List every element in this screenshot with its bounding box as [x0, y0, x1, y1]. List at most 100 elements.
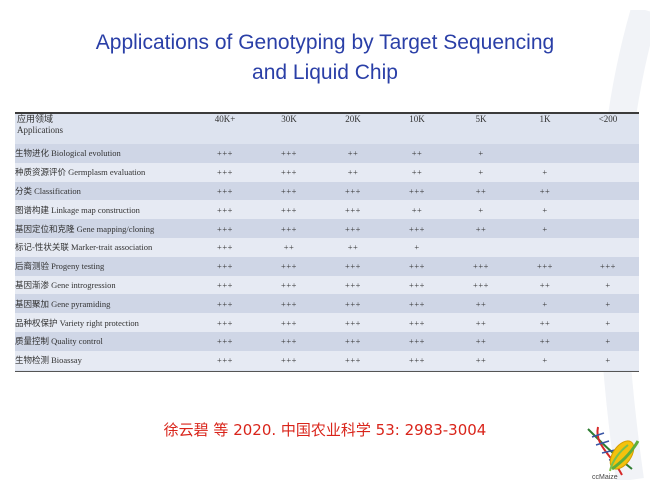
row-label: 分类 Classification: [15, 181, 193, 201]
cell-value: ++: [513, 313, 577, 332]
table-row: 种质资源评价 Germplasm evaluation +++ +++ ++ +…: [15, 162, 639, 182]
cell-value: +++: [385, 313, 449, 332]
cell-value: +++: [193, 219, 257, 238]
cell-value: +++: [193, 331, 257, 351]
table-row: 基因渐渗 Gene introgression +++ +++ +++ +++ …: [15, 275, 639, 295]
cell-value: +++: [385, 256, 449, 276]
cell-value: +++: [321, 181, 385, 201]
cell-value: ++: [449, 313, 513, 332]
cell-value: +++: [321, 219, 385, 238]
row-label: 图谱构建 Linkage map construction: [15, 200, 193, 220]
cell-value: +++: [193, 350, 257, 370]
citation: 徐云碧 等 2020. 中国农业科学 53: 2983-3004: [163, 421, 487, 439]
slide-title-line-1: Applications of Genotyping by Target Seq…: [95, 31, 555, 54]
cell-value: +++: [385, 331, 449, 351]
cell-value: [577, 219, 639, 238]
cell-value: +++: [321, 256, 385, 276]
cell-value: +: [577, 350, 639, 370]
table-row: 生物检测 Bioassay +++ +++ +++ +++ ++ + +: [15, 350, 639, 370]
slide-title: Applications of Genotyping by Target Seq…: [0, 28, 650, 88]
row-label: 质量控制 Quality control: [15, 331, 193, 351]
header-col-10k: 10K: [409, 114, 425, 124]
cell-value: +: [513, 200, 577, 220]
table-header-row: 应用领域 Applications 40K+ 30K 20K 10K 5K 1K…: [15, 114, 639, 144]
cell-value: +: [577, 331, 639, 351]
row-label: 生物进化 Biological evolution: [15, 144, 193, 163]
cell-value: +++: [257, 200, 321, 220]
header-applications: 应用领域 Applications: [15, 114, 193, 144]
cell-value: +++: [257, 144, 321, 163]
cell-value: +++: [321, 313, 385, 332]
slide-title-line-2: and Liquid Chip: [252, 61, 398, 84]
cell-value: [577, 181, 639, 201]
cell-value: +++: [257, 162, 321, 182]
cell-value: +++: [193, 313, 257, 332]
header-col-5k: 5K: [475, 114, 487, 124]
cell-value: ++: [449, 181, 513, 201]
logo-text: ccMaize: [592, 474, 618, 481]
cell-value: [577, 162, 639, 182]
cell-value: ++: [385, 162, 449, 182]
table-row: 后裔测验 Progeny testing +++ +++ +++ +++ +++…: [15, 256, 639, 276]
cell-value: ++: [449, 219, 513, 238]
table-row: 生物进化 Biological evolution +++ +++ ++ ++ …: [15, 144, 639, 163]
cell-value: +++: [577, 256, 639, 276]
cell-value: [577, 237, 639, 257]
header-col-30k: 30K: [281, 114, 297, 124]
cell-value: [449, 237, 513, 257]
cell-value: +++: [193, 162, 257, 182]
cell-value: +++: [257, 181, 321, 201]
table-row: 品种权保护 Variety right protection +++ +++ +…: [15, 313, 639, 332]
header-col-1k: 1K: [539, 114, 551, 124]
cell-value: +++: [449, 256, 513, 276]
cell-value: +++: [193, 294, 257, 314]
cell-value: ++: [449, 294, 513, 314]
table-row: 图谱构建 Linkage map construction +++ +++ ++…: [15, 200, 639, 220]
cell-value: +: [577, 313, 639, 332]
cell-value: +++: [385, 219, 449, 238]
cell-value: +++: [257, 331, 321, 351]
cell-value: +: [513, 350, 577, 370]
cell-value: [513, 144, 577, 163]
header-col-20k: 20K: [345, 114, 361, 124]
cell-value: +++: [193, 144, 257, 163]
cell-value: +++: [257, 313, 321, 332]
cell-value: +: [449, 144, 513, 163]
cell-value: +++: [385, 275, 449, 295]
table-row: 基因定位和克隆 Gene mapping/cloning +++ +++ +++…: [15, 219, 639, 238]
row-label: 后裔测验 Progeny testing: [15, 256, 193, 276]
cell-value: [513, 237, 577, 257]
table-bottom-rule: [15, 371, 639, 372]
header-applications-cn: 应用领域: [17, 114, 54, 124]
cell-value: +++: [193, 275, 257, 295]
cell-value: ++: [321, 144, 385, 163]
table-row: 标记-性状关联 Marker-trait association +++ ++ …: [15, 237, 639, 257]
header-col-lt200: <200: [598, 114, 618, 124]
cell-value: +: [513, 219, 577, 238]
cell-value: +++: [257, 275, 321, 295]
cell-value: +++: [193, 237, 257, 257]
maize-dna-logo-icon: [587, 426, 640, 476]
cell-value: +: [513, 294, 577, 314]
cell-value: +: [577, 275, 639, 295]
row-label: 基因聚加 Gene pyramiding: [15, 294, 193, 314]
cell-value: +++: [193, 200, 257, 220]
cell-value: +++: [321, 331, 385, 351]
cell-value: +: [385, 237, 449, 257]
cell-value: +: [513, 162, 577, 182]
table-row: 分类 Classification +++ +++ +++ +++ ++ ++: [15, 181, 639, 201]
cell-value: ++: [449, 350, 513, 370]
row-label: 生物检测 Bioassay: [15, 350, 193, 370]
cell-value: +++: [385, 294, 449, 314]
cell-value: +++: [257, 294, 321, 314]
row-label: 基因渐渗 Gene introgression: [15, 275, 193, 295]
row-label: 标记-性状关联 Marker-trait association: [15, 237, 193, 257]
cell-value: ++: [449, 331, 513, 351]
cell-value: [577, 144, 639, 163]
cell-value: +++: [193, 181, 257, 201]
cell-value: ++: [385, 144, 449, 163]
row-label: 基因定位和克隆 Gene mapping/cloning: [15, 219, 193, 238]
applications-table: 应用领域 Applications 40K+ 30K 20K 10K 5K 1K…: [15, 114, 639, 370]
table-row: 质量控制 Quality control +++ +++ +++ +++ ++ …: [15, 331, 639, 351]
header-applications-en: Applications: [17, 125, 63, 135]
